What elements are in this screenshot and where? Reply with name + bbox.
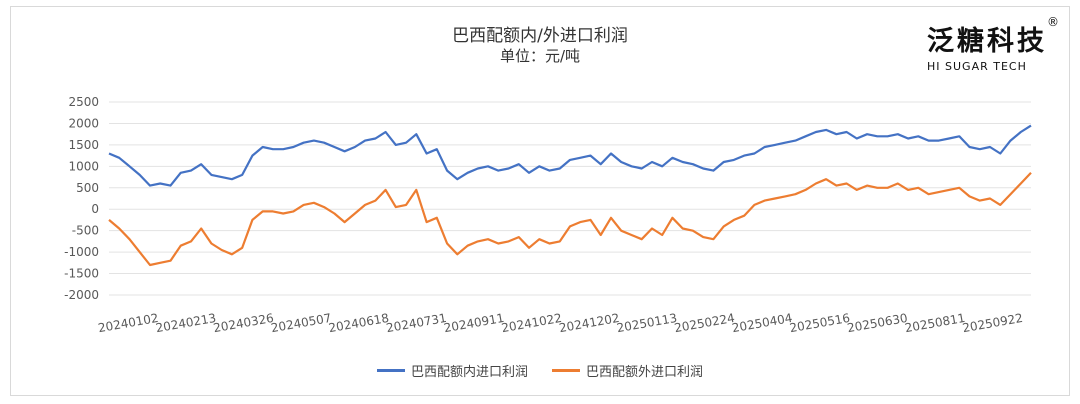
legend-item-outer-quota: 巴西配额外进口利润 (552, 361, 703, 380)
brand-logo: 泛糖科技 ® HI SUGAR TECH (927, 15, 1059, 73)
chart-subtitle: 单位：元/吨 (499, 47, 581, 65)
chart-frame: 巴西配额内/外进口利润 单位：元/吨 泛糖科技 ® HI SUGAR TECH … (10, 6, 1070, 396)
x-tick-label: 20250811 (904, 311, 967, 335)
y-tick-label: 0 (91, 202, 99, 216)
x-tick-label: 20240911 (443, 311, 506, 335)
x-tick-label: 20240507 (270, 311, 333, 335)
y-tick-label: 2500 (68, 95, 99, 109)
legend-swatch-outer (552, 369, 580, 372)
x-tick-label: 20250113 (616, 311, 679, 335)
x-tick-label: 20250224 (673, 311, 736, 335)
legend-label-outer: 巴西配额外进口利润 (586, 365, 704, 380)
x-tick-label: 20250630 (846, 311, 909, 335)
legend-label-inner: 巴西配额内进口利润 (410, 365, 528, 380)
y-tick-label: -2000 (64, 288, 99, 302)
x-tick-label: 20241202 (558, 311, 621, 335)
x-tick-label: 20240326 (212, 311, 275, 335)
series-line-inner-quota (108, 124, 1032, 187)
x-tick-label: 20241022 (500, 311, 563, 335)
y-tick-label: 1000 (68, 159, 99, 173)
y-tick-label: -1500 (64, 267, 99, 281)
x-tick-label: 20250922 (961, 311, 1024, 335)
legend-swatch-inner (376, 369, 405, 372)
x-tick-label: 20240213 (155, 311, 218, 335)
x-tick-label: 20250516 (789, 311, 852, 335)
y-tick-label: -1000 (64, 245, 99, 259)
y-tick-label: 500 (76, 181, 99, 195)
series-line-outer-quota (108, 172, 1032, 267)
legend: 巴西配额内进口利润 巴西配额外进口利润 (11, 361, 1069, 380)
x-tick-label: 20240618 (328, 311, 391, 335)
legend-item-inner-quota: 巴西配额内进口利润 (376, 361, 528, 380)
y-tick-label: 2000 (68, 116, 99, 130)
y-tick-label: 1500 (68, 138, 99, 152)
x-tick-label: 20240102 (97, 311, 160, 335)
chart-title: 巴西配额内/外进口利润 (452, 26, 628, 46)
x-tick-label: 20240731 (385, 311, 448, 335)
x-tick-label: 20250404 (731, 311, 794, 335)
line-chart: -2000 -1500 -1000 -500 0 500 1000 1500 2000 2500 2… (64, 95, 1032, 335)
y-tick-label: -500 (72, 224, 99, 238)
